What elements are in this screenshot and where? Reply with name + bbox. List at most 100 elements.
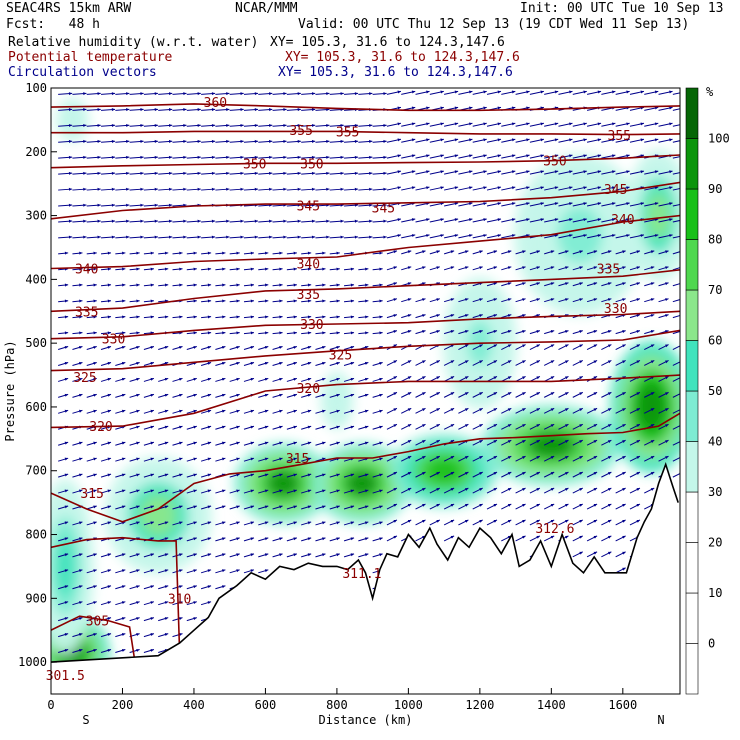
wind-vector-48: [115, 108, 130, 112]
wind-vector-573: [72, 299, 83, 303]
wind-vector-1069: [243, 473, 255, 478]
wind-vector-1242: [301, 537, 312, 542]
wind-vector-15: [272, 92, 287, 96]
wind-vector-1256: [543, 535, 555, 542]
wind-vector-136: [115, 139, 130, 143]
wind-vector-897: [301, 409, 312, 414]
wind-vector-617: [72, 315, 83, 319]
wind-vector-734: [486, 344, 498, 350]
wind-vector-213: [586, 154, 602, 159]
wind-vector-1005: [586, 439, 598, 446]
theta-label-320: 320: [297, 382, 320, 397]
wind-vector-586: [258, 299, 269, 303]
wind-vector-295: [501, 186, 516, 191]
wind-vector-1210: [429, 519, 441, 526]
wind-vector-301: [586, 186, 602, 191]
wind-vector-569: [644, 282, 655, 287]
wind-vector-686: [429, 330, 440, 335]
wind-vector-173: [644, 138, 659, 143]
wind-vector-1190: [143, 521, 155, 526]
wind-vector-1285: [372, 553, 383, 558]
wind-vector-1184: [58, 521, 69, 526]
wind-vector-260: [629, 170, 645, 175]
wind-vector-615: [672, 298, 680, 303]
wind-vector-962: [601, 423, 612, 430]
wind-vector-626: [201, 315, 212, 319]
wind-vector-246: [429, 170, 444, 175]
wind-vector-454: [258, 251, 269, 255]
wind-vector-773: [415, 360, 426, 366]
wind-vector-684: [401, 330, 412, 335]
wind-vector-664: [115, 331, 126, 335]
wind-vector-1166: [401, 503, 412, 510]
wind-vector-91: [100, 123, 116, 128]
theta-label-350: 350: [300, 157, 323, 172]
wind-vector-742: [601, 344, 612, 350]
wind-vector-1314: [115, 585, 126, 590]
wind-vector-1037: [415, 455, 426, 462]
wind-vector-782: [543, 360, 555, 366]
wind-vector-356: [115, 219, 130, 223]
wind-vector-602: [486, 298, 498, 303]
wind-vector-885: [129, 409, 140, 414]
wind-vector-195: [329, 155, 344, 159]
wind-vector-532: [115, 283, 126, 287]
wind-vector-244: [401, 170, 416, 175]
wind-vector-1301: [186, 569, 197, 574]
wind-vector-296: [515, 186, 530, 191]
wind-vector-1097: [644, 471, 655, 478]
wind-vector-1298: [143, 569, 155, 574]
wind-vector-841: [129, 393, 140, 398]
wind-vector-1333: [186, 601, 197, 606]
wind-vector-805: [243, 377, 255, 382]
wind-vector-376: [401, 218, 416, 223]
wind-vector-230: [201, 171, 216, 175]
wind-vector-275: [215, 187, 230, 191]
wind-vector-435: [615, 234, 630, 239]
wind-vector-1026: [258, 457, 269, 462]
wind-vector-931: [158, 425, 169, 430]
wind-vector-859: [386, 391, 398, 398]
wind-vector-418: [372, 235, 387, 239]
wind-vector-936: [229, 425, 240, 430]
wind-vector-486: [86, 267, 97, 271]
wind-vector-564: [572, 282, 583, 287]
wind-vector-678: [315, 331, 326, 335]
wind-vector-480: [629, 250, 641, 255]
wind-vector-299: [558, 186, 573, 191]
wind-vector-528: [58, 283, 69, 287]
wind-vector-505: [358, 267, 369, 271]
wind-vector-1303: [215, 569, 226, 574]
wind-vector-89: [72, 123, 87, 128]
wind-vector-1132: [515, 487, 526, 494]
wind-vector-300: [572, 186, 587, 191]
wind-vector-336: [458, 202, 473, 207]
humidity-blob-2-3: [139, 494, 177, 536]
humidity-blob-5-3: [425, 457, 463, 484]
wind-vector-585: [243, 299, 255, 303]
wind-vector-639: [386, 314, 398, 319]
wind-vector-1156: [258, 505, 269, 510]
wind-vector-549: [358, 283, 369, 287]
wind-vector-934: [200, 425, 212, 430]
wind-vector-961: [586, 423, 598, 430]
wind-vector-419: [386, 234, 402, 239]
wind-vector-1267: [115, 553, 126, 558]
wind-vector-789: [644, 360, 655, 366]
wind-vector-432: [572, 234, 587, 239]
wind-vector-875: [615, 391, 626, 398]
wind-vector-630: [258, 315, 269, 319]
wind-vector-207: [501, 154, 516, 159]
wind-vector-1152: [200, 505, 212, 510]
wind-vector-704: [58, 345, 69, 351]
wind-vector-882: [86, 409, 97, 414]
wind-vector-917: [586, 407, 598, 414]
fcst-label: Fcst: 48 h: [6, 17, 100, 32]
wind-vector-809: [301, 377, 312, 382]
wind-vector-801: [186, 377, 197, 382]
wind-vector-4: [115, 92, 130, 96]
wind-vector-800: [172, 377, 183, 382]
wind-vector-979: [215, 441, 226, 446]
wind-vector-697: [586, 330, 598, 335]
wind-vector-1164: [372, 505, 383, 510]
